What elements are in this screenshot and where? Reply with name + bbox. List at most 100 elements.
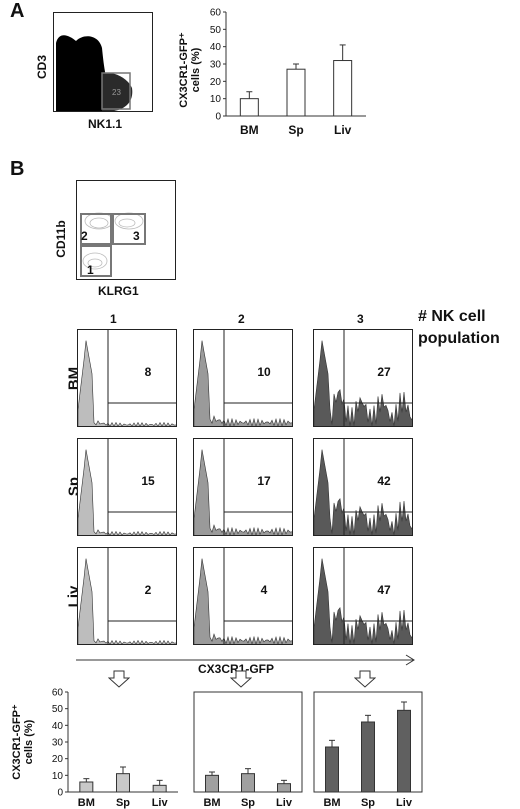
- y-tick-label: 40: [52, 721, 64, 732]
- histogram-percent: 27: [377, 365, 391, 379]
- x-tick-label: BM: [323, 797, 340, 809]
- y-tick-label: 50: [210, 25, 222, 36]
- histogram-trace: [314, 558, 412, 644]
- bar-liv: [277, 783, 291, 793]
- panel-b-bar-chart-2: BM Sp Liv: [193, 691, 303, 809]
- panel-a-y-label: CX3CR1-GFP⁺ cells (%): [178, 32, 202, 108]
- x-tick-label: Sp: [361, 797, 375, 809]
- x-tick-label: Liv: [152, 797, 169, 809]
- histogram-percent: 17: [257, 474, 271, 488]
- contour-y-label: CD11b: [54, 220, 68, 258]
- histogram-trace: [314, 340, 412, 426]
- bar-sp: [286, 68, 306, 117]
- contour-lines: [80, 212, 146, 277]
- histogram-liv-pop1: 2: [77, 547, 177, 645]
- histogram-percent: 4: [260, 583, 268, 597]
- histogram-trace: [78, 340, 176, 426]
- gate-3-label: 3: [133, 229, 140, 243]
- y-tick-label: 40: [210, 42, 222, 53]
- x-tick-label: BM: [203, 797, 220, 809]
- histogram-bm-pop2: 10: [193, 329, 293, 427]
- y-tick-label: 60: [210, 8, 222, 19]
- dotplot-y-label: CD3: [35, 55, 49, 80]
- x-tick-label: BM: [240, 123, 259, 137]
- population-header: # NK cell population: [418, 308, 500, 347]
- bar-bm: [79, 781, 94, 793]
- histogram-svg: [194, 439, 292, 535]
- histogram-percent: 42: [377, 474, 391, 488]
- y-tick-label: 0: [215, 112, 221, 123]
- cx3cr1-gfp-label: CX3CR1-GFP: [198, 662, 275, 676]
- histogram-svg: [78, 330, 176, 426]
- y-tick-label: 60: [52, 688, 64, 699]
- histogram-liv-pop2: 4: [193, 547, 293, 645]
- panel-a-letter: A: [10, 0, 25, 22]
- histogram-trace: [78, 449, 176, 535]
- y-tick-label: 20: [210, 77, 222, 88]
- histogram-bm-pop3: 27: [313, 329, 413, 427]
- contour-x-label: KLRG1: [98, 284, 139, 298]
- panel-b-bar-chart-3: BM Sp Liv: [313, 691, 423, 809]
- histogram-svg: [314, 548, 412, 644]
- bar-bm: [205, 774, 219, 793]
- panel-b-letter: B: [10, 158, 25, 180]
- cx3cr1-gfp-arrow: [76, 654, 415, 666]
- histogram-bm-pop1: 8: [77, 329, 177, 427]
- column-header-2: 2: [238, 312, 245, 326]
- histogram-trace: [194, 340, 292, 426]
- histogram-trace: [314, 449, 412, 535]
- bar-bm: [325, 746, 339, 793]
- x-tick-label: BM: [78, 797, 95, 809]
- x-tick-label: Sp: [288, 123, 303, 137]
- y-tick-label: 30: [210, 60, 222, 71]
- histogram-percent: 15: [141, 474, 155, 488]
- down-arrow-2: [230, 670, 252, 688]
- y-tick-label: 0: [57, 788, 63, 799]
- histogram-percent: 8: [144, 365, 152, 379]
- histogram-svg: [78, 548, 176, 644]
- histogram-svg: [314, 439, 412, 535]
- down-arrow-3: [354, 670, 376, 688]
- dotplot-cd3-nk11: 23: [53, 12, 153, 112]
- svg-text:23: 23: [112, 88, 121, 97]
- y-tick-label: 30: [52, 738, 64, 749]
- bar-sp: [241, 773, 255, 793]
- y-tick-label: 20: [52, 754, 64, 765]
- y-tick-label: 50: [52, 704, 64, 715]
- histogram-svg: [314, 330, 412, 426]
- bar-bm: [239, 98, 259, 117]
- panel-a-bar-chart: 0 10 20 30 40 50 60 BM Sp Liv: [210, 8, 366, 137]
- histogram-trace: [194, 558, 292, 644]
- contour-plot-cd11b-klrg1: 2 3 1: [76, 180, 176, 280]
- histogram-sp-pop2: 17: [193, 438, 293, 536]
- x-tick-label: Liv: [396, 797, 413, 809]
- histogram-percent: 47: [377, 583, 391, 597]
- column-header-1: 1: [110, 312, 117, 326]
- panel-b-bar-chart-1: 0 10 20 30 40 50 60 BM Sp Liv: [52, 688, 178, 809]
- x-tick-label: Liv: [276, 797, 293, 809]
- histogram-trace: [78, 558, 176, 644]
- x-tick-label: Liv: [334, 123, 352, 137]
- dotplot-x-label: NK1.1: [88, 117, 123, 131]
- x-tick-label: Sp: [116, 797, 130, 809]
- column-header-3: 3: [357, 312, 364, 326]
- bar-liv: [152, 784, 167, 793]
- histogram-sp-pop3: 42: [313, 438, 413, 536]
- histogram-svg: [194, 548, 292, 644]
- bar-sp: [116, 773, 130, 793]
- histogram-trace: [194, 449, 292, 535]
- bar-sp: [361, 721, 375, 793]
- gate-2-label: 2: [81, 229, 88, 243]
- panel-b-y-label: CX3CR1-GFP⁺ cells (%): [11, 704, 35, 780]
- y-tick-label: 10: [52, 771, 64, 782]
- bar-liv: [397, 709, 411, 793]
- down-arrow-1: [108, 670, 130, 688]
- histogram-svg: [78, 439, 176, 535]
- gate-1-label: 1: [87, 263, 94, 277]
- x-tick-label: Sp: [241, 797, 255, 809]
- y-tick-label: 10: [210, 94, 222, 105]
- bar-liv: [333, 60, 353, 117]
- histogram-sp-pop1: 15: [77, 438, 177, 536]
- dotplot-density: 23: [56, 35, 133, 111]
- histogram-svg: [194, 330, 292, 426]
